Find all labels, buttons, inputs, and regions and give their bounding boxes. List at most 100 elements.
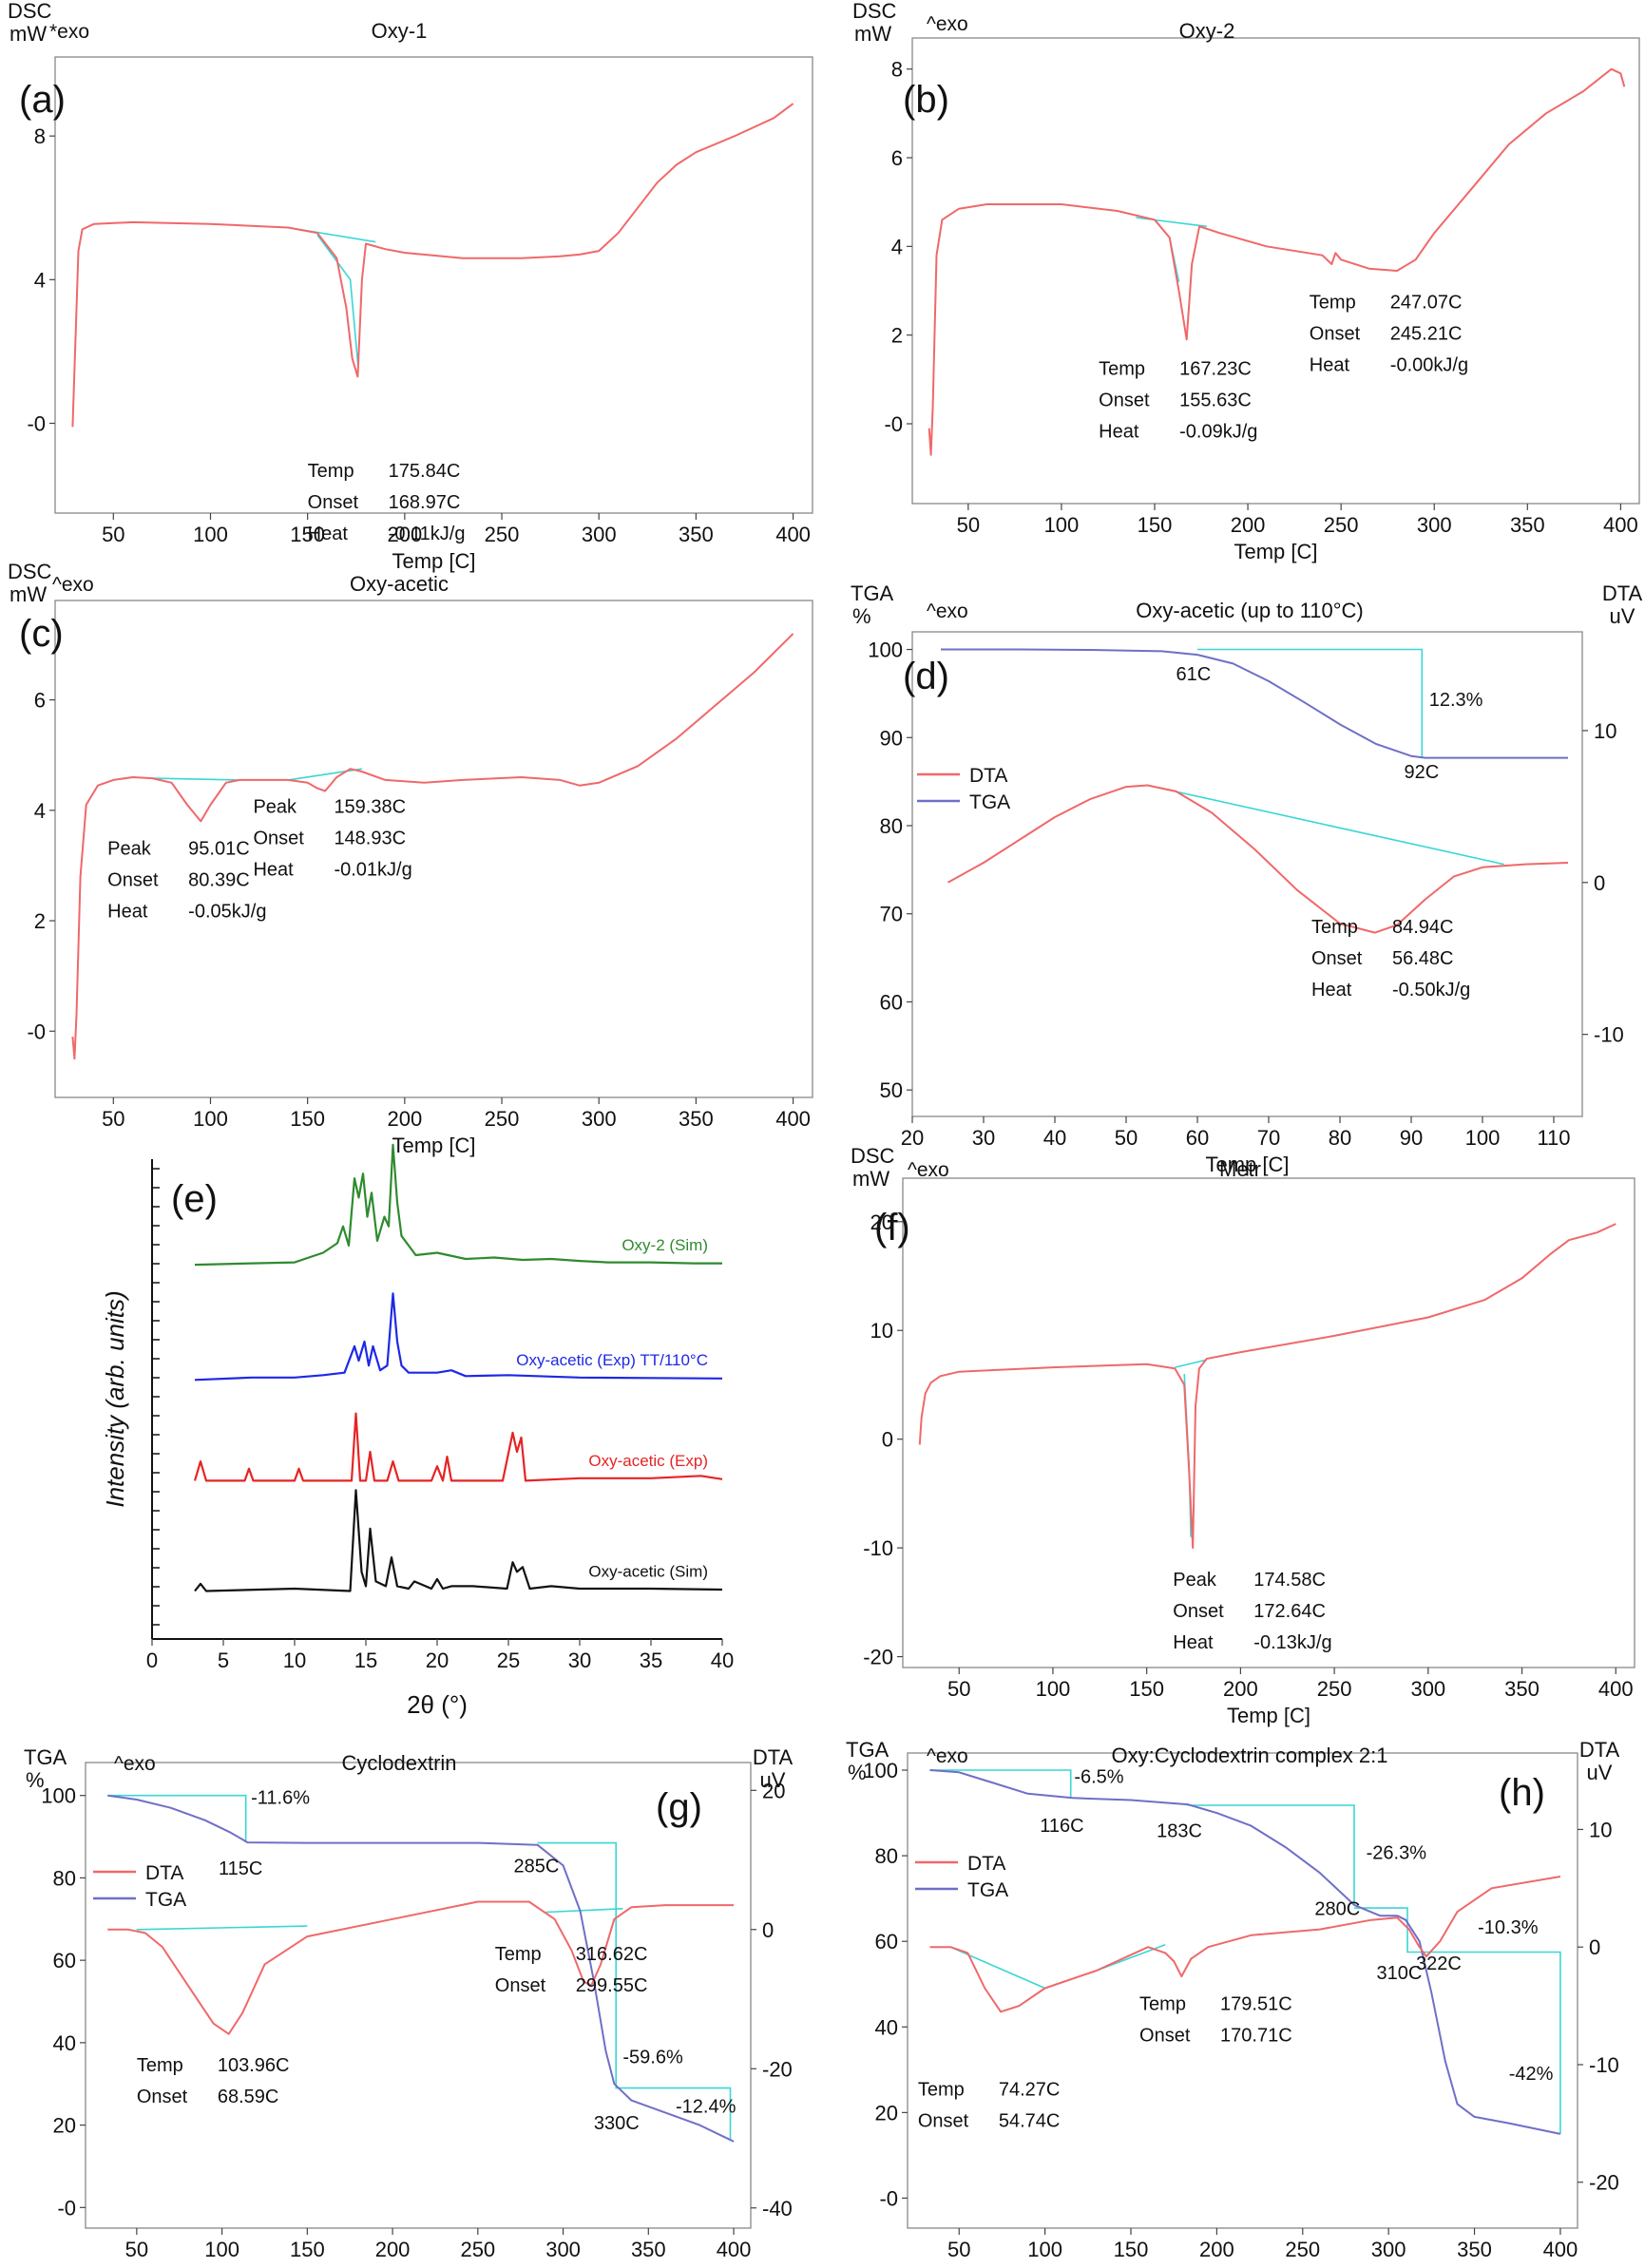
y-axis-unit: mW (10, 22, 47, 46)
series-line-dta (947, 784, 1569, 934)
panel-letter: (d) (903, 656, 949, 697)
y-tick-label: 50 (880, 1078, 903, 1102)
x-tick-label: 250 (1317, 1677, 1352, 1701)
series-line-oxy-2-sim- (194, 1143, 722, 1267)
y-tick-label: -0 (57, 2196, 76, 2220)
chart-title: Oxy-1 (372, 19, 428, 43)
annotation-key: -11.6% (251, 1787, 310, 1808)
x-tick-label: 400 (1543, 2238, 1578, 2261)
plot-frame (54, 56, 813, 514)
annotation-key: Heat (1099, 422, 1139, 443)
annotation-key: Heat (253, 860, 294, 881)
x-tick-label: 15 (354, 1649, 377, 1672)
x-tick-label: 40 (1043, 1126, 1066, 1150)
chart-title: Oxy-2 (1179, 19, 1235, 43)
x-tick-label: 150 (1129, 1677, 1164, 1701)
annotation-key: Heat (1173, 1632, 1214, 1653)
series-line-dsc (71, 633, 794, 1060)
x-tick-label: 350 (679, 1107, 714, 1131)
annotation-key: -12.4% (676, 2097, 736, 2118)
annotation-value: -0.50kJ/g (1392, 980, 1470, 1001)
baseline-line (1136, 217, 1207, 228)
y2-tick-label: -20 (1589, 2171, 1619, 2195)
exo-label: ^exo (927, 600, 968, 622)
x-tick-label: 300 (545, 2238, 581, 2261)
plot-frame (85, 1762, 752, 2229)
x-tick-label: 30 (972, 1126, 995, 1150)
baseline-line (537, 1841, 732, 2140)
series-label: Oxy-acetic (Exp) (588, 1452, 708, 1470)
annotation-key: Temp (308, 461, 354, 482)
x-tick-label: 400 (775, 1107, 811, 1131)
x-tick-label: 25 (497, 1649, 520, 1672)
y-tick-label: -0 (27, 1020, 46, 1043)
y-axis-unit: mW (10, 582, 47, 606)
y-tick-label: 2 (34, 909, 46, 933)
exo-label: ^exo (927, 13, 968, 35)
annotation-value: 68.59C (218, 2087, 279, 2107)
annotation-key: Onset (495, 1975, 546, 1996)
y-tick-label: 6 (891, 146, 903, 170)
annotation-key: -59.6% (622, 2048, 683, 2068)
annotation-key: Peak (107, 838, 152, 859)
y2-axis-label-top: DTA (1579, 1738, 1620, 1762)
annotation-key: 116C (1040, 1816, 1083, 1837)
chart-title: Oxy-acetic (350, 572, 449, 596)
x-tick-label: 350 (1504, 1677, 1540, 1701)
y2-tick-label: 10 (1594, 719, 1616, 743)
annotation-value: 103.96C (218, 2055, 290, 2076)
chart-title: Cyclodextrin (341, 1751, 456, 1775)
y2-axis-unit: uV (760, 1768, 786, 1792)
x-tick-label: 250 (460, 2238, 495, 2261)
panel-letter: (b) (903, 79, 949, 121)
series-label: Oxy-acetic (Exp) TT/110°C (516, 1351, 708, 1369)
chart-g-svg: 50 100 150 200 250 300 350 400-020406080100-40-… (24, 1745, 794, 2268)
x-tick-label: 200 (387, 1107, 422, 1131)
y-tick-label: 60 (875, 1930, 898, 1954)
x-tick-label: 150 (290, 523, 325, 546)
y2-tick-label: 10 (1589, 1818, 1612, 1841)
y-tick-label: 10 (870, 1319, 893, 1343)
x-tick-label: 200 (387, 523, 422, 546)
x-tick-label: 40 (711, 1649, 734, 1672)
annotation-value: 56.48C (1392, 948, 1454, 969)
y2-axis-label-top: DTA (753, 1745, 794, 1769)
y-tick-label: 2 (891, 324, 903, 348)
y-tick-label: 4 (34, 268, 46, 292)
chart-title: Metr (1219, 1157, 1261, 1181)
annotation-value: 170.71C (1220, 2025, 1292, 2046)
x-axis-label: Temp [C] (1205, 1153, 1289, 1176)
x-tick-label: 50 (1115, 1126, 1138, 1150)
chart-b-svg: 50 100 150 200 250 300 350 400 -0 2 4 6 8 Temp [C] DSC… (852, 0, 1640, 563)
x-tick-label: 250 (485, 523, 520, 546)
annotation-key: Temp (137, 2055, 183, 2076)
x-tick-label: 250 (1324, 513, 1359, 537)
y2-axis-unit: uV (1610, 604, 1635, 628)
x-tick-label: 250 (485, 1107, 520, 1131)
y-tick-label: 8 (34, 124, 46, 148)
x-tick-label: 350 (679, 523, 714, 546)
annotation-key: Onset (1310, 324, 1361, 345)
annotation-key: Onset (1099, 391, 1150, 411)
x-tick-label: 400 (1603, 513, 1638, 537)
x-tick-label: 0 (146, 1649, 158, 1672)
y-axis-unit: % (848, 1761, 867, 1784)
y-tick-label: 70 (880, 903, 903, 926)
x-tick-label: 150 (1114, 2238, 1149, 2261)
annotation-value: 299.55C (576, 1975, 648, 1996)
x-tick-label: 5 (218, 1649, 229, 1672)
panel-letter: (e) (171, 1178, 218, 1220)
y2-tick-label: 0 (762, 1918, 774, 1942)
panel-letter: (a) (19, 79, 66, 121)
series-line-oxy-acetic-exp- (193, 1412, 723, 1482)
y-tick-label: 4 (34, 799, 46, 823)
series-line-oxy-acetic-exp-tt-110-c (194, 1292, 723, 1382)
y-axis-label-top: DSC (8, 0, 52, 23)
annotation-key: Heat (1311, 980, 1352, 1001)
y-tick-label: -0 (879, 2186, 898, 2210)
x-tick-label: 110 (1537, 1126, 1570, 1150)
y-tick-label: 40 (875, 2015, 898, 2039)
x-tick-label: 200 (1231, 513, 1266, 537)
chart-d-svg: 20 30 40 50 60 70 80 90 100 110 50 60 70 80 90 100 -10 0 1… (851, 581, 1643, 1176)
y-tick-label: 20 (870, 1210, 893, 1234)
